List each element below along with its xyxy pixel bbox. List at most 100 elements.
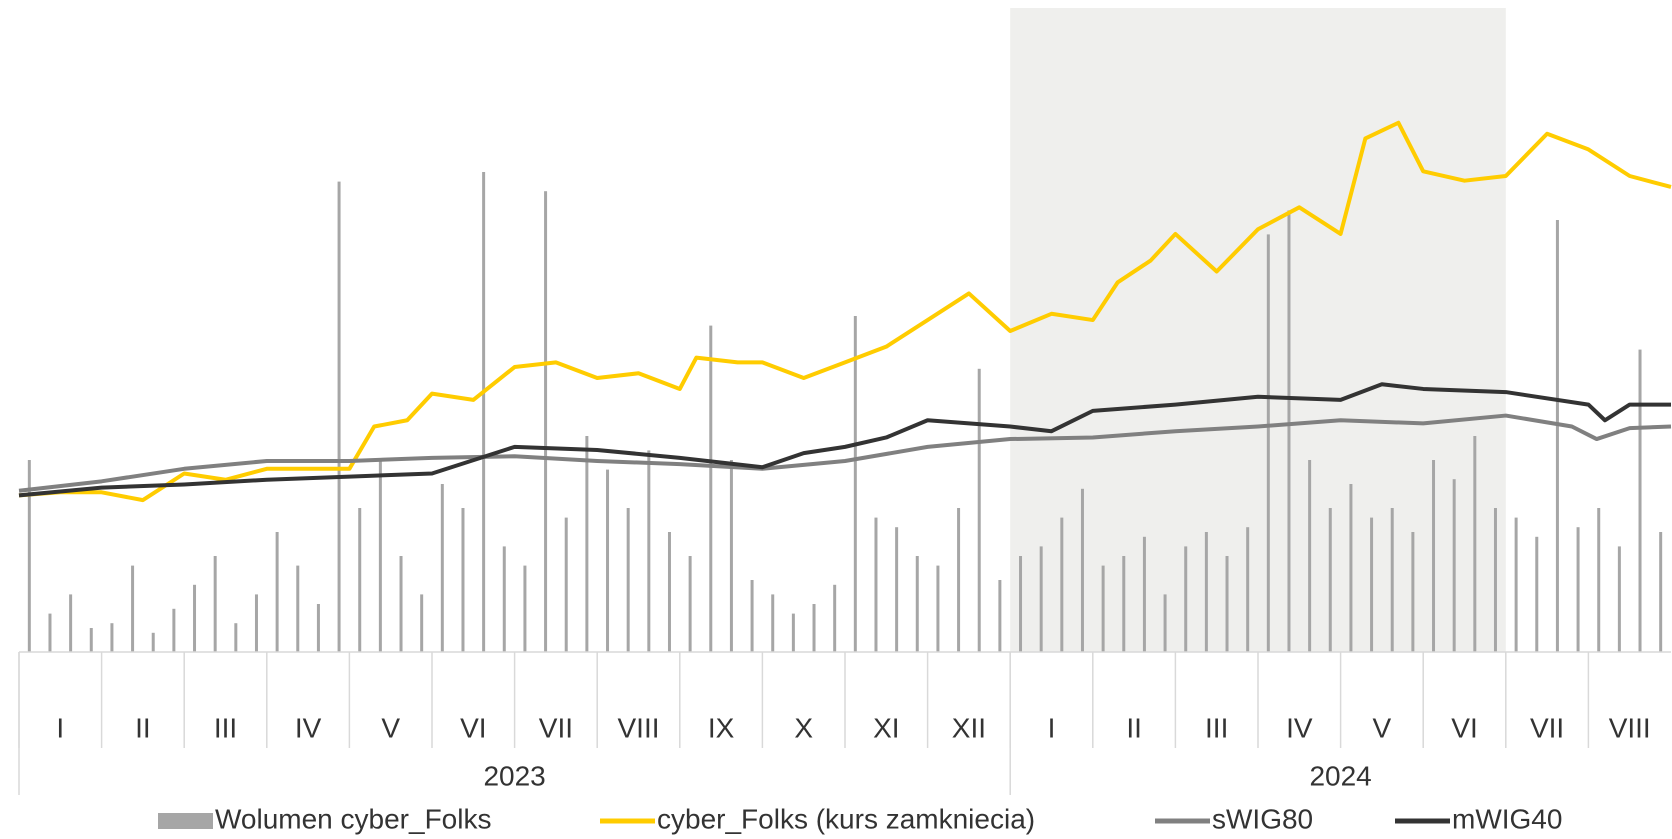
month-label: III — [1205, 712, 1228, 743]
volume-bar — [977, 368, 981, 652]
month-label: XII — [952, 712, 986, 743]
series-line — [18, 120, 1672, 503]
volume-bar — [193, 584, 197, 652]
volume-bar — [1266, 234, 1270, 652]
volume-bar — [296, 565, 300, 652]
volume-bar — [1204, 532, 1208, 652]
volume-bar — [626, 508, 630, 652]
volume-bar — [1493, 508, 1497, 652]
volume-bar — [1555, 220, 1559, 652]
volume-bar — [523, 565, 527, 652]
volume-bar — [1432, 460, 1436, 652]
volume-bar — [358, 508, 362, 652]
legend-label: sWIG80 — [1212, 803, 1313, 834]
month-label: VII — [539, 712, 573, 743]
month-label: IX — [708, 712, 735, 743]
year-label: 2023 — [483, 760, 545, 791]
volume-bar — [1514, 517, 1518, 652]
month-label: III — [214, 712, 237, 743]
volume-bar — [1101, 565, 1105, 652]
volume-bar — [833, 584, 837, 652]
volume-bar — [69, 594, 73, 652]
volume-bar — [1473, 436, 1477, 652]
volume-bar — [1122, 556, 1126, 652]
month-label: II — [135, 712, 151, 743]
month-label: VII — [1530, 712, 1564, 743]
volume-bar — [564, 517, 568, 652]
volume-bar — [1308, 460, 1312, 652]
volume-bar — [1225, 556, 1229, 652]
series-line — [18, 382, 1671, 498]
series-line — [18, 413, 1672, 493]
volume-bar — [254, 594, 258, 652]
volume-bar — [957, 508, 961, 652]
volume-bar — [440, 484, 444, 652]
volume-bar — [378, 460, 382, 652]
month-label: V — [381, 712, 400, 743]
volume-bar — [1452, 479, 1456, 652]
volume-bar — [915, 556, 919, 652]
volume-bar — [151, 632, 155, 652]
volume-bar — [213, 556, 217, 652]
volume-bar — [461, 508, 465, 652]
month-label: II — [1126, 712, 1142, 743]
month-label: X — [794, 712, 813, 743]
volume-bar — [110, 623, 114, 652]
legend-swatch — [158, 813, 213, 829]
volume-bar — [48, 613, 52, 652]
legend-label: cyber_Folks (kurs zamkniecia) — [657, 803, 1035, 834]
legend-label: Wolumen cyber_Folks — [215, 803, 491, 834]
volume-bar — [172, 608, 176, 652]
volume-bar — [1184, 546, 1188, 652]
volume-bar — [771, 594, 775, 652]
volume-bar — [1039, 546, 1043, 652]
volume-bar — [399, 556, 403, 652]
month-label: V — [1373, 712, 1392, 743]
volume-bar — [234, 623, 238, 652]
month-label: VIII — [1609, 712, 1651, 743]
volume-bar — [1411, 532, 1415, 652]
month-label: VI — [460, 712, 486, 743]
volume-bar — [667, 532, 671, 652]
volume-bar — [729, 460, 733, 652]
volume-bar — [1328, 508, 1332, 652]
volume-bar — [709, 325, 713, 652]
volume-bar — [1638, 349, 1642, 652]
volume-bar — [482, 172, 486, 652]
highlight-band — [1010, 8, 1506, 652]
month-label: IV — [1286, 712, 1313, 743]
volume-bar — [27, 460, 31, 652]
volume-bar — [1287, 210, 1291, 652]
volume-bar — [1617, 546, 1621, 652]
volume-bar — [1060, 517, 1064, 652]
month-label: IV — [295, 712, 322, 743]
volume-bar — [606, 469, 610, 652]
volume-bar — [1576, 527, 1580, 652]
month-label: I — [1048, 712, 1056, 743]
month-label: XI — [873, 712, 899, 743]
volume-bar — [131, 565, 135, 652]
volume-bar — [316, 604, 320, 652]
month-label: I — [56, 712, 64, 743]
volume-bar — [275, 532, 279, 652]
volume-bar — [1349, 484, 1353, 652]
month-label: VI — [1451, 712, 1477, 743]
volume-bar — [544, 191, 548, 652]
volume-bar — [895, 527, 899, 652]
volume-bar — [1659, 532, 1663, 652]
volume-bar — [874, 517, 878, 652]
volume-bar — [1535, 536, 1539, 652]
volume-bar — [1142, 536, 1146, 652]
volume-bar — [502, 546, 506, 652]
volume-bar — [89, 628, 93, 652]
volume-bar — [688, 556, 692, 652]
volume-bar — [585, 436, 589, 652]
volume-bar — [812, 604, 816, 652]
volume-bar — [337, 181, 341, 652]
month-label: VIII — [617, 712, 659, 743]
volume-bar — [1080, 488, 1084, 652]
volume-bar — [1370, 517, 1374, 652]
volume-bar — [998, 580, 1002, 652]
legend-label: mWIG40 — [1452, 803, 1562, 834]
